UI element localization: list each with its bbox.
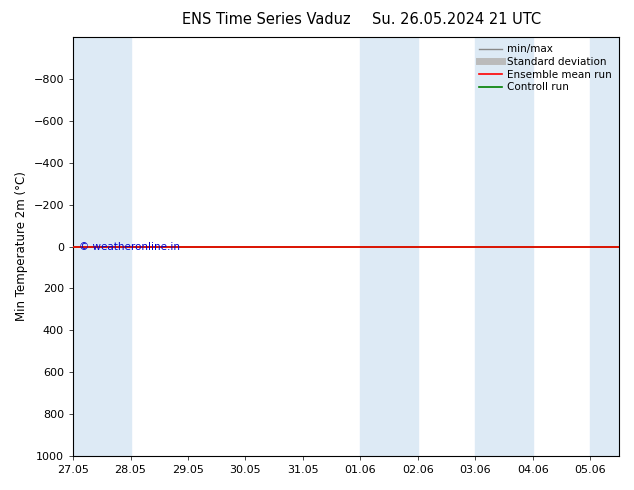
- Bar: [476, 37, 533, 456]
- Y-axis label: Min Temperature 2m (°C): Min Temperature 2m (°C): [15, 172, 28, 321]
- Text: © weatheronline.in: © weatheronline.in: [79, 242, 179, 251]
- Bar: [360, 37, 418, 456]
- Bar: [73, 37, 131, 456]
- Text: ENS Time Series Vaduz: ENS Time Series Vaduz: [182, 12, 351, 27]
- Legend: min/max, Standard deviation, Ensemble mean run, Controll run: min/max, Standard deviation, Ensemble me…: [475, 40, 616, 97]
- Bar: [590, 37, 619, 456]
- Text: Su. 26.05.2024 21 UTC: Su. 26.05.2024 21 UTC: [372, 12, 541, 27]
